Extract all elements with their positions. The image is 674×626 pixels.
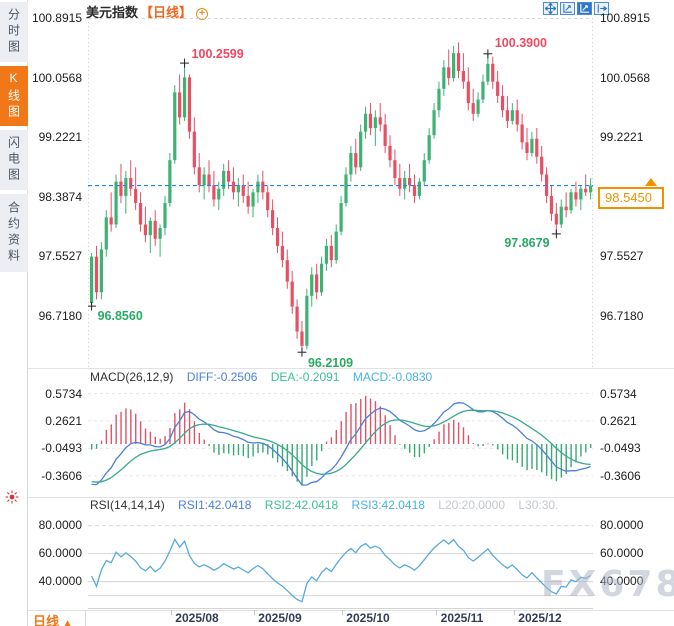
chart-title-row: 美元指数 【日线】 + <box>86 2 209 20</box>
y-axis-label: 96.7180 <box>600 309 644 323</box>
rsi-axis-label: 60.0000 <box>600 545 644 560</box>
rsi-l20-value: L20:20.0000 <box>438 498 505 512</box>
rsi-axis-label: 40.0000 <box>38 573 82 588</box>
symbol-title: 美元指数 <box>86 5 139 20</box>
rsi3-value: RSI3:42.0418 <box>351 498 425 512</box>
x-axis-label: 2025/10 <box>346 611 390 625</box>
rsi-axis-label: 60.0000 <box>38 545 82 560</box>
bottom-cell-divider <box>85 610 86 626</box>
pane-separator <box>28 497 674 498</box>
x-axis-tick <box>436 610 437 615</box>
x-axis-label: 2025/09 <box>258 611 302 625</box>
scale-axis-icon[interactable] <box>560 2 575 15</box>
macd-axis-label: 0.2621 <box>45 413 82 428</box>
rsi-header: RSI(14,14,14) RSI1:42.0418 RSI2:42.0418 … <box>90 498 568 512</box>
period-arrow-icon: ▲ <box>62 618 73 626</box>
macd-diff-value: DIFF:-0.2506 <box>186 370 258 384</box>
sidebar-tab-2[interactable]: K线图 <box>0 66 28 126</box>
macd-axis-label: -0.3606 <box>41 468 82 483</box>
add-indicator-icon[interactable]: + <box>196 8 209 20</box>
period-label: 日线 <box>33 614 60 626</box>
x-axis-tick <box>342 610 343 615</box>
macd-axis-label: 0.5734 <box>45 386 82 401</box>
macd-axis-label: 0.2621 <box>600 413 637 428</box>
macd-axis-label: -0.3606 <box>600 468 641 483</box>
svg-text:96.2109: 96.2109 <box>308 356 353 368</box>
bottom-separator <box>28 610 674 611</box>
y-axis-label: 99.2221 <box>38 130 82 145</box>
svg-text:100.3900: 100.3900 <box>495 36 547 50</box>
scale-axis-active-icon[interactable] <box>577 2 592 15</box>
svg-text:97.8679: 97.8679 <box>504 236 549 250</box>
y-axis-label: 100.0568 <box>600 70 651 85</box>
period-tag: 【日线】 <box>140 5 193 20</box>
candlestick-layer <box>90 42 593 353</box>
sidebar: 分时图 K线图闪电图合约资料 <box>0 0 28 626</box>
y-axis-label: 97.5527 <box>600 249 644 264</box>
candlestick-chart[interactable]: 100.2599 100.3900 96.8560 96.2109 97.8679 <box>88 18 593 368</box>
svg-text:96.8560: 96.8560 <box>98 309 143 323</box>
y-axis-label: 100.0568 <box>31 70 82 85</box>
x-axis-tick <box>514 610 515 615</box>
y-axis-label: 99.2221 <box>600 130 644 145</box>
y-axis-label: 97.5527 <box>38 249 82 264</box>
price-arrow-icon <box>645 178 657 186</box>
y-axis-label: 96.7180 <box>38 309 82 323</box>
x-axis-label: 2025/11 <box>440 611 484 625</box>
svg-text:100.2599: 100.2599 <box>192 47 244 61</box>
pane-separator <box>28 368 674 369</box>
rsi-title: RSI(14,14,14) <box>90 498 165 512</box>
current-price-label: 98.5450 <box>598 187 664 209</box>
macd-axis-label: 0.5734 <box>600 386 637 401</box>
rsi1-value: RSI1:42.0418 <box>178 498 252 512</box>
rsi2-value: RSI2:42.0418 <box>264 498 339 512</box>
rsi-axis-label: 80.0000 <box>38 517 82 532</box>
rsi-axis-label: 80.0000 <box>600 517 644 532</box>
rsi-l30-value: L30:30. <box>518 498 559 512</box>
macd-axis-label: -0.0493 <box>41 441 82 456</box>
sidebar-tab-3[interactable]: 闪电图 <box>0 130 28 190</box>
macd-macd-value: MACD:-0.0830 <box>352 370 433 384</box>
sidebar-tabs: 分时图 K线图闪电图合约资料 <box>0 2 28 272</box>
y-axis-label: 100.8915 <box>31 11 82 25</box>
y-axis-label: 100.8915 <box>600 11 651 25</box>
x-axis-label: 2025/12 <box>518 611 562 625</box>
rsi-axis-label: 40.0000 <box>600 573 644 588</box>
x-axis-tick <box>254 610 255 615</box>
sidebar-tab-1[interactable]: 分时图 <box>0 2 28 62</box>
period-selector[interactable]: 日线 ▲ <box>33 611 73 626</box>
watermark: FX678 <box>541 564 674 605</box>
chart-toolbar <box>543 2 609 15</box>
x-axis-tick <box>171 610 172 615</box>
rsi-chart[interactable] <box>88 513 593 609</box>
y-axis-label: 98.3874 <box>38 189 82 204</box>
sidebar-tab-4[interactable]: 合约资料 <box>0 194 28 272</box>
live-indicator-icon <box>5 490 19 504</box>
exit-chart-icon[interactable] <box>594 2 609 15</box>
macd-header: MACD(26,12,9) DIFF:-0.2506 DEA:-0.2091 M… <box>90 370 442 384</box>
macd-axis-label: -0.0493 <box>600 441 641 456</box>
move-crosshair-icon[interactable] <box>543 2 558 15</box>
x-axis-label: 2025/08 <box>175 611 219 625</box>
macd-dea-value: DEA:-0.2091 <box>270 370 340 384</box>
macd-chart[interactable] <box>88 386 593 496</box>
macd-title: MACD(26,12,9) <box>90 370 174 384</box>
